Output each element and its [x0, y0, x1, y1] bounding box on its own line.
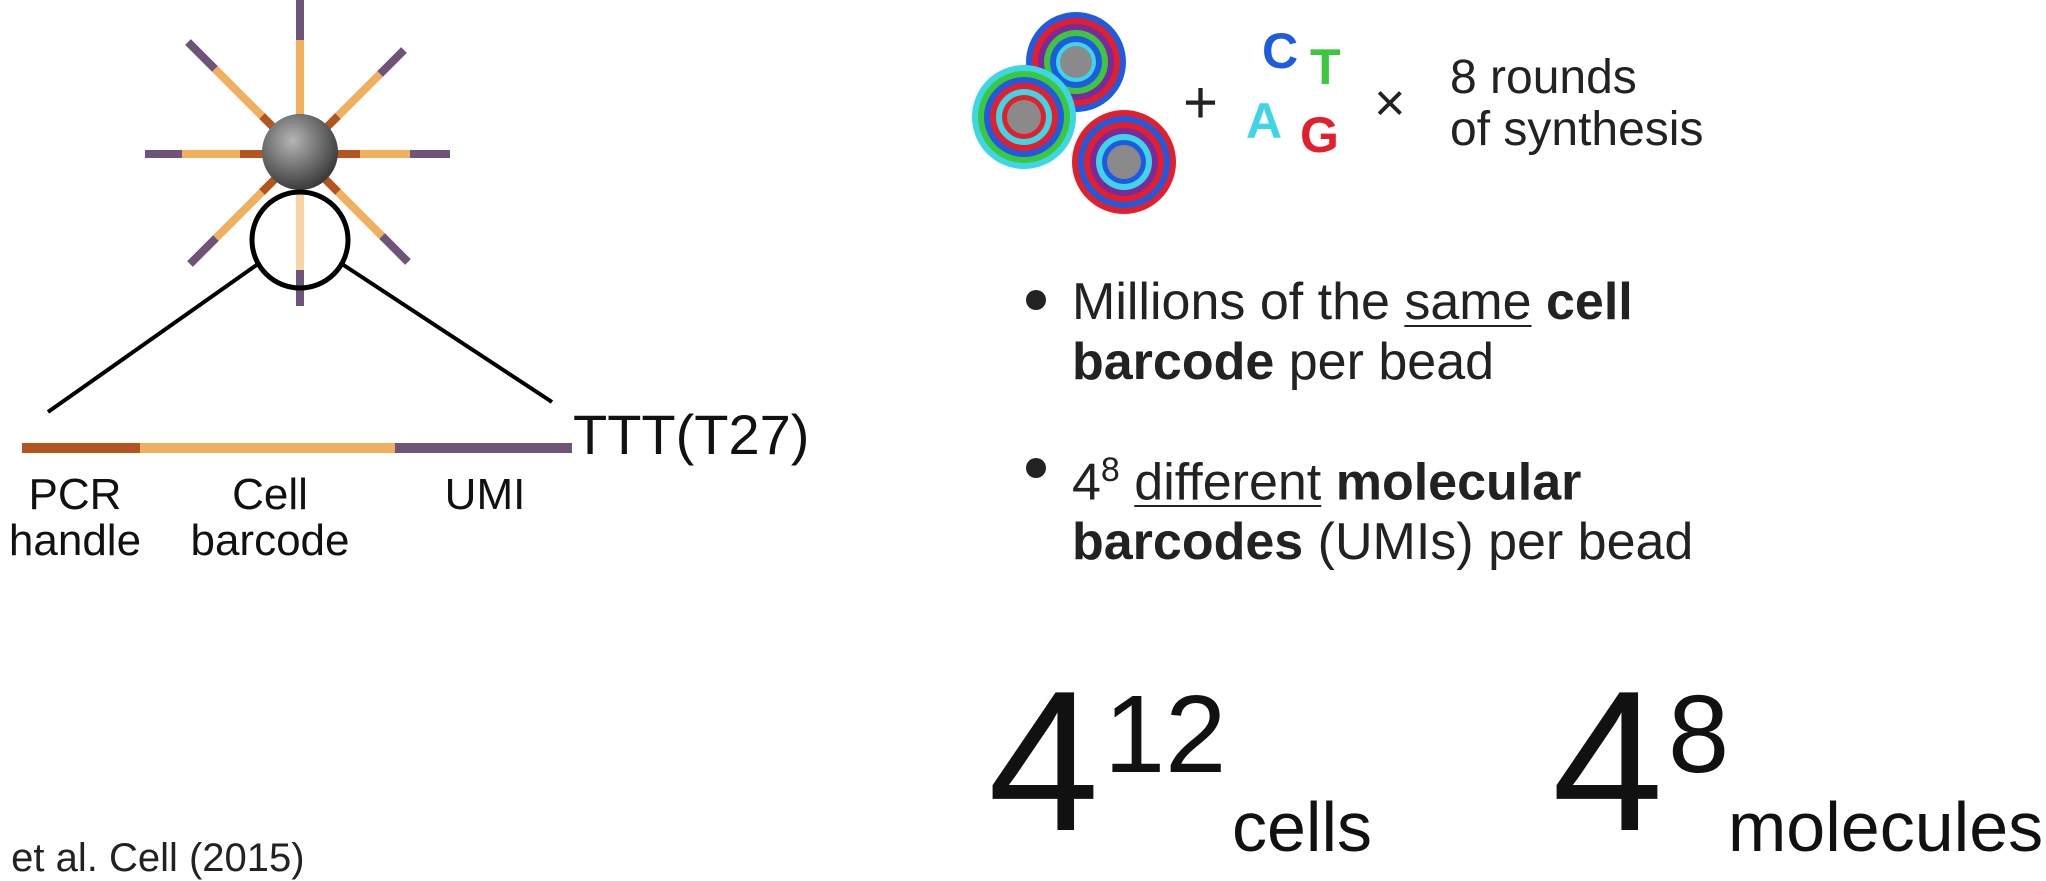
bullet-cell-barcode: Millions of the same cell barcode per be… — [1026, 272, 1772, 392]
total-molecules-exp: 8 — [1668, 673, 1730, 796]
cell-barcode-label: Cell barcode — [190, 470, 350, 565]
bead-icon — [262, 114, 338, 190]
oligo-spokes — [145, 0, 450, 306]
zoom-circle — [249, 189, 351, 291]
citation: … et al. Cell (2015) — [0, 836, 305, 880]
bullet-dot — [1026, 458, 1046, 478]
nucleotide-g: G — [1300, 107, 1339, 163]
bead-diagram — [22, 0, 572, 453]
plus-sign: + — [1183, 69, 1219, 136]
polyt-label: TTT(T27) — [573, 403, 810, 466]
bullet-molecular-barcode: 48 different molecular barcodes (UMIs) p… — [1026, 440, 1792, 572]
total-cells-exp: 12 — [1104, 673, 1227, 796]
total-cells-base: 4 — [988, 650, 1100, 873]
total-cells-unit: cells — [1232, 788, 1373, 866]
times-sign: × — [1374, 73, 1406, 133]
pcr-handle-label: PCR handle — [8, 470, 142, 565]
rounds-text: 8 rounds of synthesis — [1450, 51, 1704, 156]
total-molecules-unit: molecules — [1728, 788, 2044, 866]
nucleotide-c: C — [1262, 23, 1299, 79]
nucleotide-a: A — [1246, 93, 1283, 149]
nucleotide-t: T — [1310, 39, 1341, 95]
bead-top — [1026, 12, 1126, 112]
bead-right — [1072, 110, 1176, 214]
bullet-dot — [1026, 290, 1046, 310]
bead-left — [972, 65, 1076, 169]
total-molecules-base: 4 — [1552, 650, 1664, 873]
umi-label: UMI — [444, 470, 526, 519]
